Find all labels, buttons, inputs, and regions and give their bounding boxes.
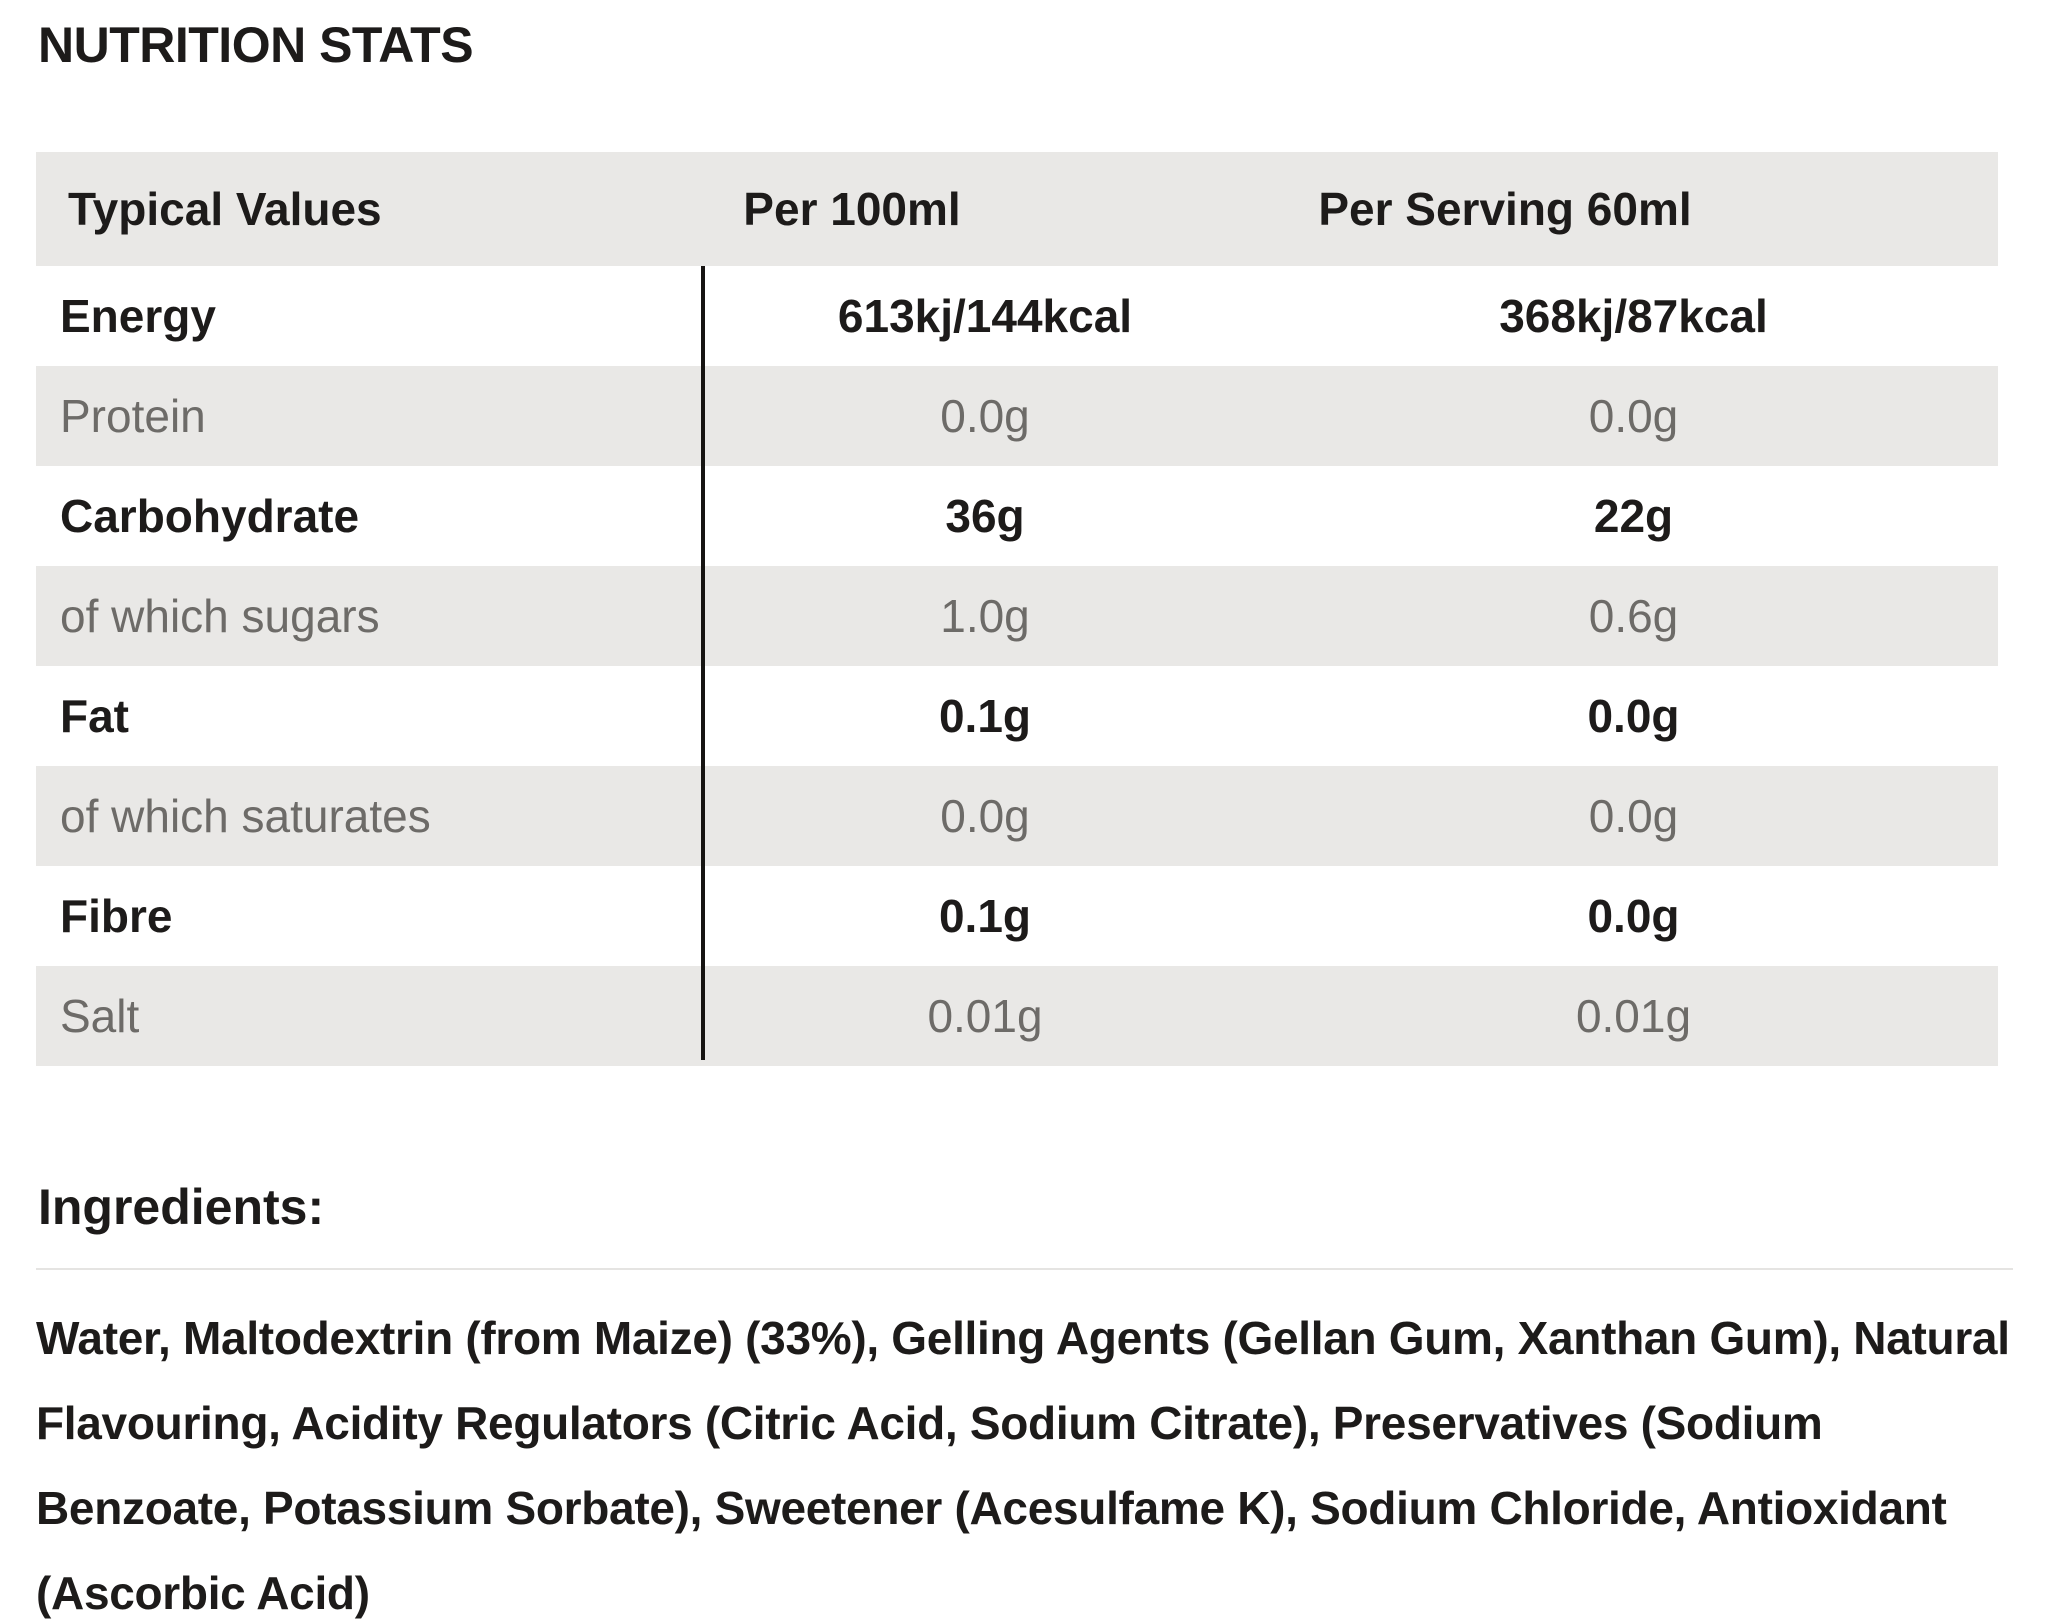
column-header-per-serving: Per Serving 60ml bbox=[1318, 183, 1692, 235]
row-value-per-100ml: 613kj/144kcal bbox=[837, 290, 1133, 342]
row-value-per-serving: 0.01g bbox=[1575, 990, 1692, 1042]
row-value-per-serving: 22g bbox=[1593, 490, 1674, 542]
row-value-per-100ml: 0.0g bbox=[940, 790, 1030, 842]
table-row-sugars: of which sugars 1.0g 0.6g bbox=[36, 566, 1998, 666]
ingredients-heading: Ingredients: bbox=[38, 1179, 325, 1235]
row-value-per-serving: 0.0g bbox=[1588, 790, 1679, 842]
row-label: Protein bbox=[60, 390, 206, 442]
row-value-per-100ml: 0.1g bbox=[938, 890, 1032, 942]
row-label: Energy bbox=[60, 290, 216, 342]
row-value-per-serving: 0.0g bbox=[1587, 690, 1680, 742]
column-divider-rule bbox=[701, 266, 705, 1060]
row-label: Fat bbox=[60, 690, 129, 742]
row-label: of which saturates bbox=[60, 790, 431, 842]
row-label: of which sugars bbox=[60, 590, 380, 642]
table-row-salt: Salt 0.01g 0.01g bbox=[36, 966, 1998, 1066]
row-value-per-100ml: 36g bbox=[945, 490, 1025, 542]
table-header-row: Typical Values Per 100ml Per Serving 60m… bbox=[36, 152, 1998, 266]
row-value-per-serving: 0.6g bbox=[1588, 590, 1679, 642]
table-row-energy: Energy 613kj/144kcal 368kj/87kcal bbox=[36, 266, 1998, 366]
row-value-per-serving: 0.0g bbox=[1588, 390, 1679, 442]
ingredients-text: Water, Maltodextrin (from Maize) (33%), … bbox=[36, 1312, 2010, 1619]
row-value-per-100ml: 0.0g bbox=[940, 390, 1030, 442]
table-row-fibre: Fibre 0.1g 0.0g bbox=[36, 866, 1998, 966]
table-row-carbohydrate: Carbohydrate 36g 22g bbox=[36, 466, 1998, 566]
row-label: Fibre bbox=[60, 890, 173, 942]
row-value-per-100ml: 0.01g bbox=[927, 990, 1043, 1042]
table-row-saturates: of which saturates 0.0g 0.0g bbox=[36, 766, 1998, 866]
table-row-fat: Fat 0.1g 0.0g bbox=[36, 666, 1998, 766]
table-row-protein: Protein 0.0g 0.0g bbox=[36, 366, 1998, 466]
row-value-per-100ml: 1.0g bbox=[940, 590, 1030, 642]
nutrition-table: Typical Values Per 100ml Per Serving 60m… bbox=[36, 152, 1998, 1066]
row-label: Carbohydrate bbox=[60, 490, 360, 542]
row-value-per-serving: 368kj/87kcal bbox=[1499, 290, 1768, 342]
row-value-per-serving: 0.0g bbox=[1587, 890, 1680, 942]
row-value-per-100ml: 0.1g bbox=[938, 690, 1032, 742]
column-header-per-100ml: Per 100ml bbox=[743, 183, 961, 235]
column-header-typical-values: Typical Values bbox=[68, 183, 382, 235]
row-label: Salt bbox=[60, 990, 140, 1042]
page-title: NUTRITION STATS bbox=[38, 17, 474, 73]
ingredients-divider bbox=[36, 1268, 2013, 1270]
